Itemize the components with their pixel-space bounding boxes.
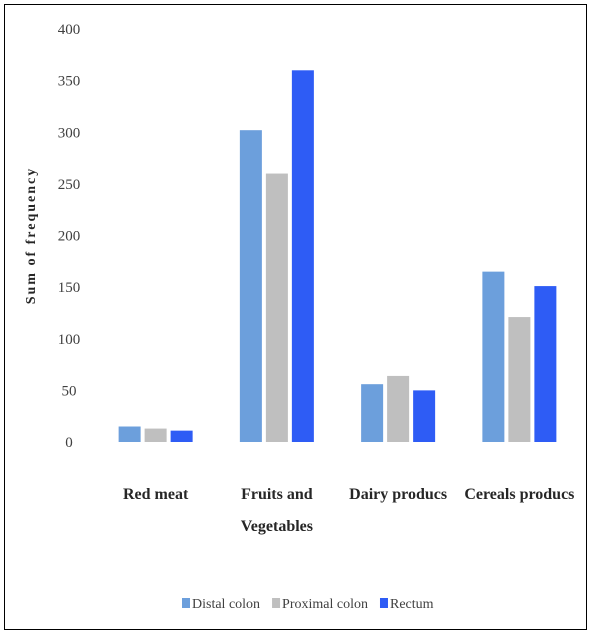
y-tick-label: 100 bbox=[58, 332, 81, 348]
legend-label: Distal colon bbox=[192, 597, 260, 612]
bar-proximal-colon bbox=[387, 375, 410, 442]
legend-label: Rectum bbox=[390, 597, 434, 612]
legend-swatch bbox=[379, 598, 388, 608]
bar-distal-colon bbox=[118, 426, 141, 442]
category-label: Dairy producs bbox=[349, 486, 447, 503]
bar-proximal-colon bbox=[144, 428, 167, 442]
y-tick-label: 300 bbox=[58, 125, 81, 141]
y-tick-label: 200 bbox=[58, 229, 81, 245]
y-tick-label: 150 bbox=[58, 280, 81, 296]
legend-swatch bbox=[272, 598, 281, 608]
y-axis-ticks: 0 50 100 150 200 250 300 350 400 bbox=[58, 22, 81, 451]
chart-frame: Sum of frequency 0 50 100 150 200 250 300 350 40… bbox=[4, 4, 587, 630]
category-label: Fruits and bbox=[241, 486, 313, 503]
y-tick-label: 50 bbox=[62, 383, 77, 399]
legend-label: Proximal colon bbox=[282, 597, 368, 612]
bars bbox=[118, 70, 557, 443]
legend-swatch bbox=[182, 598, 190, 608]
y-tick-label: 250 bbox=[58, 177, 81, 193]
bar-distal-colon bbox=[482, 271, 505, 442]
category-label: Red meat bbox=[123, 486, 189, 503]
bar-rectum bbox=[534, 286, 557, 442]
y-axis-title-group: Sum of frequency bbox=[24, 167, 39, 305]
bar-proximal-colon bbox=[508, 317, 531, 442]
y-axis-title: Sum of frequency bbox=[24, 167, 39, 305]
bar-rectum bbox=[291, 70, 314, 443]
y-tick-label: 0 bbox=[65, 435, 73, 451]
bar-chart: Sum of frequency 0 50 100 150 200 250 300 350 40… bbox=[24, 22, 574, 612]
y-tick-label: 350 bbox=[58, 74, 81, 90]
category-labels: Red meat Fruits and Vegetables Dairy produc… bbox=[123, 486, 574, 535]
bar-distal-colon bbox=[361, 384, 384, 442]
category-label: Cereals producs bbox=[464, 486, 574, 503]
bar-rectum bbox=[413, 390, 436, 442]
legend: Distal colon Proximal colon Rectum bbox=[182, 597, 434, 612]
y-tick-label: 400 bbox=[58, 22, 81, 38]
bar-rectum bbox=[170, 430, 193, 442]
bar-distal-colon bbox=[239, 130, 262, 442]
category-label: Vegetables bbox=[241, 518, 313, 535]
bar-proximal-colon bbox=[265, 173, 288, 443]
